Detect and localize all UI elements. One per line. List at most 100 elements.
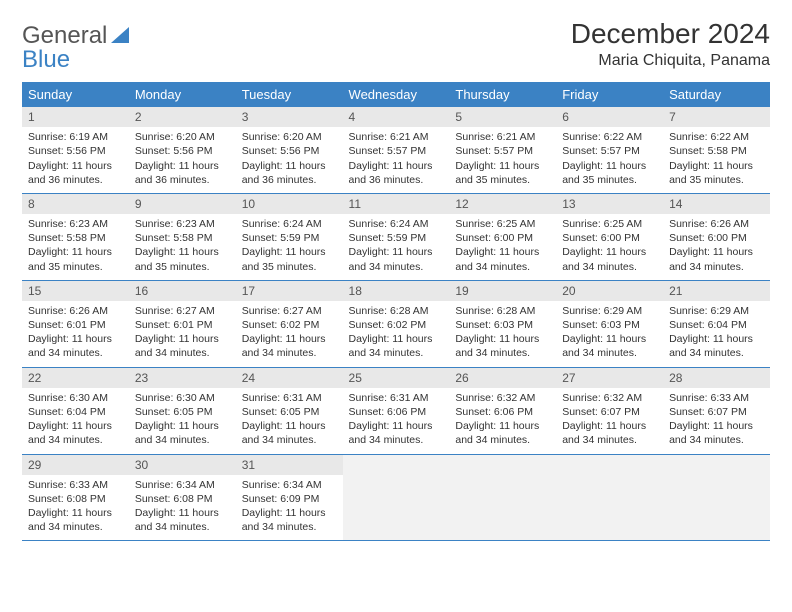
calendar-row: 22Sunrise: 6:30 AMSunset: 6:04 PMDayligh… [22, 367, 770, 454]
calendar-cell: 3Sunrise: 6:20 AMSunset: 5:56 PMDaylight… [236, 107, 343, 193]
weekday-header: Friday [556, 82, 663, 107]
calendar-cell: 13Sunrise: 6:25 AMSunset: 6:00 PMDayligh… [556, 193, 663, 280]
day-number: 17 [236, 281, 343, 301]
daylight-text: Daylight: 11 hours and 34 minutes. [28, 506, 123, 534]
sunrise-text: Sunrise: 6:32 AM [562, 391, 657, 405]
brand-part1: General [22, 22, 107, 49]
calendar-cell: 10Sunrise: 6:24 AMSunset: 5:59 PMDayligh… [236, 193, 343, 280]
day-number: 27 [556, 368, 663, 388]
day-body: Sunrise: 6:25 AMSunset: 6:00 PMDaylight:… [449, 214, 556, 280]
sunrise-text: Sunrise: 6:29 AM [562, 304, 657, 318]
day-body: Sunrise: 6:29 AMSunset: 6:03 PMDaylight:… [556, 301, 663, 367]
daylight-text: Daylight: 11 hours and 35 minutes. [562, 159, 657, 187]
daylight-text: Daylight: 11 hours and 34 minutes. [28, 419, 123, 447]
day-number: 25 [343, 368, 450, 388]
day-number: 28 [663, 368, 770, 388]
day-body: Sunrise: 6:30 AMSunset: 6:04 PMDaylight:… [22, 388, 129, 454]
weekday-header: Saturday [663, 82, 770, 107]
day-number: 10 [236, 194, 343, 214]
calendar-row: 15Sunrise: 6:26 AMSunset: 6:01 PMDayligh… [22, 280, 770, 367]
sunrise-text: Sunrise: 6:27 AM [242, 304, 337, 318]
calendar-cell: 28Sunrise: 6:33 AMSunset: 6:07 PMDayligh… [663, 367, 770, 454]
day-body: Sunrise: 6:27 AMSunset: 6:01 PMDaylight:… [129, 301, 236, 367]
sunset-text: Sunset: 6:08 PM [28, 492, 123, 506]
daylight-text: Daylight: 11 hours and 35 minutes. [455, 159, 550, 187]
sunrise-text: Sunrise: 6:19 AM [28, 130, 123, 144]
sunrise-text: Sunrise: 6:31 AM [349, 391, 444, 405]
daylight-text: Daylight: 11 hours and 34 minutes. [349, 419, 444, 447]
sunrise-text: Sunrise: 6:20 AM [242, 130, 337, 144]
sunset-text: Sunset: 6:07 PM [669, 405, 764, 419]
daylight-text: Daylight: 11 hours and 36 minutes. [349, 159, 444, 187]
calendar-cell: 4Sunrise: 6:21 AMSunset: 5:57 PMDaylight… [343, 107, 450, 193]
day-number: 7 [663, 107, 770, 127]
calendar-table: Sunday Monday Tuesday Wednesday Thursday… [22, 82, 770, 541]
day-body: Sunrise: 6:31 AMSunset: 6:05 PMDaylight:… [236, 388, 343, 454]
sunset-text: Sunset: 5:56 PM [135, 144, 230, 158]
day-number: 21 [663, 281, 770, 301]
daylight-text: Daylight: 11 hours and 35 minutes. [669, 159, 764, 187]
calendar-cell: 1Sunrise: 6:19 AMSunset: 5:56 PMDaylight… [22, 107, 129, 193]
calendar-cell: 21Sunrise: 6:29 AMSunset: 6:04 PMDayligh… [663, 280, 770, 367]
sunrise-text: Sunrise: 6:24 AM [349, 217, 444, 231]
calendar-cell: 14Sunrise: 6:26 AMSunset: 6:00 PMDayligh… [663, 193, 770, 280]
daylight-text: Daylight: 11 hours and 35 minutes. [135, 245, 230, 273]
day-number: 14 [663, 194, 770, 214]
day-body: Sunrise: 6:23 AMSunset: 5:58 PMDaylight:… [129, 214, 236, 280]
calendar-cell: 11Sunrise: 6:24 AMSunset: 5:59 PMDayligh… [343, 193, 450, 280]
calendar-cell [449, 454, 556, 541]
sunset-text: Sunset: 5:59 PM [349, 231, 444, 245]
day-number: 2 [129, 107, 236, 127]
sunset-text: Sunset: 6:02 PM [242, 318, 337, 332]
calendar-cell [663, 454, 770, 541]
daylight-text: Daylight: 11 hours and 34 minutes. [455, 419, 550, 447]
sunset-text: Sunset: 6:02 PM [349, 318, 444, 332]
day-body: Sunrise: 6:22 AMSunset: 5:58 PMDaylight:… [663, 127, 770, 193]
weekday-header: Thursday [449, 82, 556, 107]
day-number: 18 [343, 281, 450, 301]
sunset-text: Sunset: 6:00 PM [562, 231, 657, 245]
daylight-text: Daylight: 11 hours and 34 minutes. [135, 332, 230, 360]
sunrise-text: Sunrise: 6:22 AM [669, 130, 764, 144]
day-body: Sunrise: 6:33 AMSunset: 6:07 PMDaylight:… [663, 388, 770, 454]
sunrise-text: Sunrise: 6:24 AM [242, 217, 337, 231]
brand-logo: General Blue [22, 18, 131, 72]
sunrise-text: Sunrise: 6:30 AM [28, 391, 123, 405]
sunrise-text: Sunrise: 6:29 AM [669, 304, 764, 318]
daylight-text: Daylight: 11 hours and 34 minutes. [562, 245, 657, 273]
sunrise-text: Sunrise: 6:34 AM [242, 478, 337, 492]
sunrise-text: Sunrise: 6:33 AM [669, 391, 764, 405]
day-body: Sunrise: 6:24 AMSunset: 5:59 PMDaylight:… [343, 214, 450, 280]
calendar-cell: 7Sunrise: 6:22 AMSunset: 5:58 PMDaylight… [663, 107, 770, 193]
sunrise-text: Sunrise: 6:20 AM [135, 130, 230, 144]
day-number: 15 [22, 281, 129, 301]
daylight-text: Daylight: 11 hours and 34 minutes. [242, 419, 337, 447]
daylight-text: Daylight: 11 hours and 34 minutes. [135, 506, 230, 534]
day-number: 24 [236, 368, 343, 388]
calendar-cell: 31Sunrise: 6:34 AMSunset: 6:09 PMDayligh… [236, 454, 343, 541]
daylight-text: Daylight: 11 hours and 34 minutes. [455, 332, 550, 360]
sunset-text: Sunset: 6:03 PM [455, 318, 550, 332]
weekday-header: Tuesday [236, 82, 343, 107]
sunrise-text: Sunrise: 6:23 AM [28, 217, 123, 231]
sunset-text: Sunset: 6:03 PM [562, 318, 657, 332]
sunset-text: Sunset: 6:00 PM [669, 231, 764, 245]
sunset-text: Sunset: 6:01 PM [28, 318, 123, 332]
calendar-cell: 22Sunrise: 6:30 AMSunset: 6:04 PMDayligh… [22, 367, 129, 454]
daylight-text: Daylight: 11 hours and 36 minutes. [135, 159, 230, 187]
day-body: Sunrise: 6:28 AMSunset: 6:03 PMDaylight:… [449, 301, 556, 367]
day-number: 3 [236, 107, 343, 127]
weekday-header-row: Sunday Monday Tuesday Wednesday Thursday… [22, 82, 770, 107]
day-body: Sunrise: 6:22 AMSunset: 5:57 PMDaylight:… [556, 127, 663, 193]
title-location: Maria Chiquita, Panama [571, 52, 770, 70]
day-number: 19 [449, 281, 556, 301]
day-body: Sunrise: 6:28 AMSunset: 6:02 PMDaylight:… [343, 301, 450, 367]
sunset-text: Sunset: 5:56 PM [28, 144, 123, 158]
day-body: Sunrise: 6:21 AMSunset: 5:57 PMDaylight:… [449, 127, 556, 193]
daylight-text: Daylight: 11 hours and 34 minutes. [562, 332, 657, 360]
brand-part2: Blue [22, 46, 70, 73]
sunset-text: Sunset: 6:04 PM [28, 405, 123, 419]
daylight-text: Daylight: 11 hours and 34 minutes. [135, 419, 230, 447]
sunset-text: Sunset: 6:05 PM [135, 405, 230, 419]
daylight-text: Daylight: 11 hours and 34 minutes. [669, 332, 764, 360]
